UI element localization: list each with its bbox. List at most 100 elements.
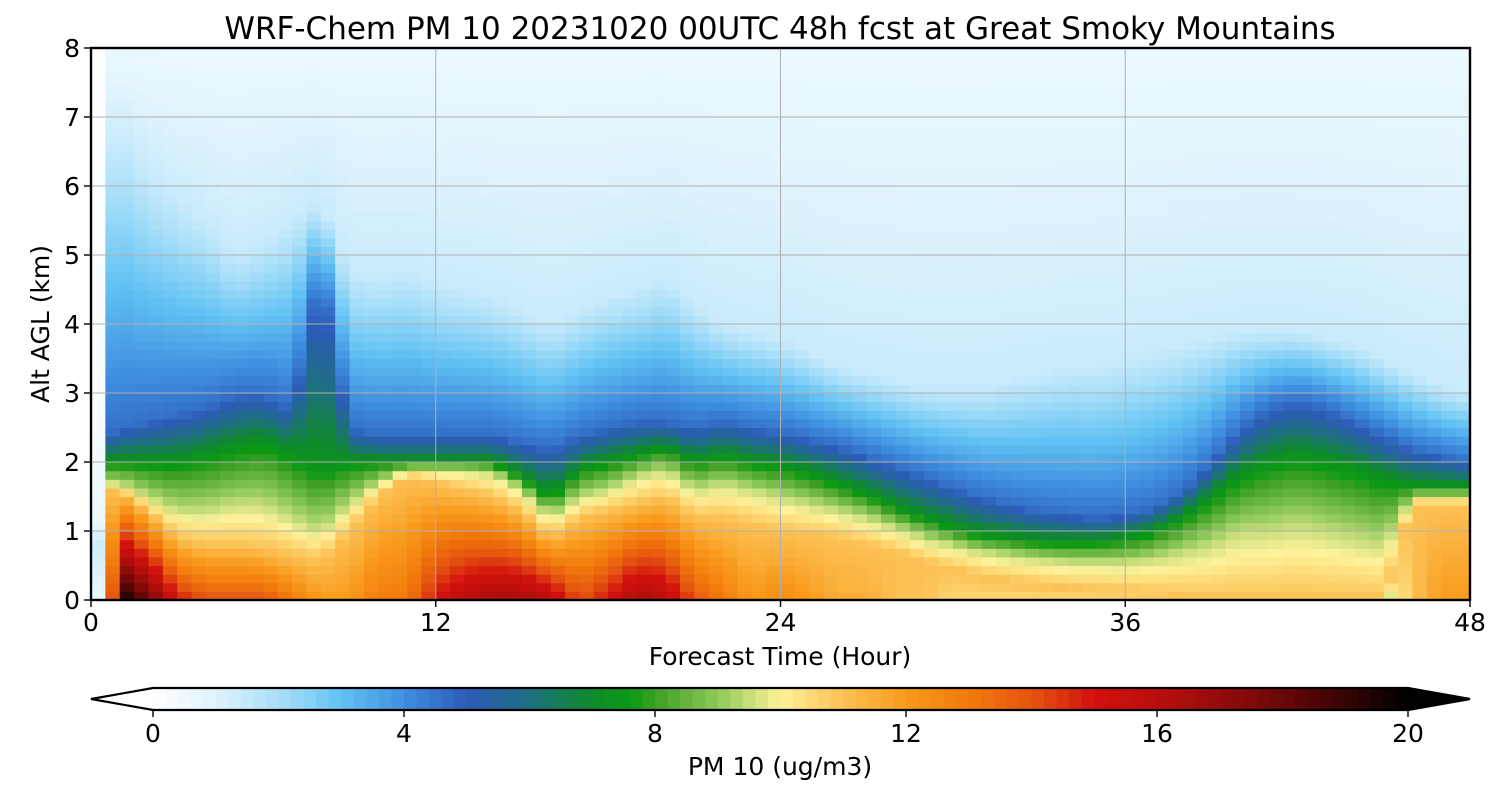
heatmap-cell xyxy=(177,117,193,127)
heatmap-cell xyxy=(119,134,135,144)
heatmap-cell xyxy=(967,298,983,308)
heatmap-cell xyxy=(378,574,394,584)
heatmap-cell xyxy=(292,99,308,109)
heatmap-cell xyxy=(1039,427,1055,437)
heatmap-cell xyxy=(378,496,394,506)
heatmap-cell xyxy=(651,453,667,463)
heatmap-cell xyxy=(679,565,695,575)
heatmap-cell xyxy=(852,410,868,420)
heatmap-cell xyxy=(708,177,724,187)
heatmap-cell xyxy=(191,548,207,558)
heatmap-cell xyxy=(91,462,106,472)
heatmap-cell xyxy=(1010,436,1026,446)
heatmap-cell xyxy=(1110,565,1126,575)
heatmap-cell xyxy=(565,513,580,523)
heatmap-cell xyxy=(636,125,652,135)
heatmap-cell xyxy=(91,65,106,75)
heatmap-cell xyxy=(407,358,422,368)
heatmap-cell xyxy=(852,349,868,360)
heatmap-cell xyxy=(565,453,580,463)
heatmap-cell xyxy=(579,367,595,377)
heatmap-cell xyxy=(708,548,724,558)
heatmap-cell xyxy=(723,565,738,575)
heatmap-cell xyxy=(1110,332,1126,342)
heatmap-cell xyxy=(1197,324,1213,334)
heatmap-cell xyxy=(1082,349,1098,360)
heatmap-cell xyxy=(249,134,264,144)
heatmap-cell xyxy=(1010,56,1026,66)
heatmap-cell xyxy=(723,496,738,506)
heatmap-cell xyxy=(1053,479,1069,489)
heatmap-cell xyxy=(320,65,336,75)
heatmap-cell xyxy=(1197,168,1213,178)
heatmap-cell xyxy=(1096,487,1112,498)
heatmap-cell xyxy=(881,125,897,135)
heatmap-cell xyxy=(952,160,968,170)
heatmap-cell xyxy=(191,401,207,411)
heatmap-cell xyxy=(249,453,264,463)
heatmap-cell xyxy=(191,324,207,334)
heatmap-cell xyxy=(191,168,207,178)
heatmap-cell xyxy=(277,263,293,273)
heatmap-cell xyxy=(335,56,351,66)
heatmap-cell xyxy=(636,505,652,515)
heatmap-cell xyxy=(421,48,437,58)
heatmap-cell xyxy=(521,513,537,523)
heatmap-cell xyxy=(766,177,782,187)
heatmap-cell xyxy=(694,574,710,584)
heatmap-cell xyxy=(177,565,193,575)
heatmap-cell xyxy=(909,513,925,523)
heatmap-cell xyxy=(1082,513,1098,523)
heatmap-cell xyxy=(1168,418,1184,429)
heatmap-cell xyxy=(363,108,379,118)
heatmap-cell xyxy=(205,436,221,446)
heatmap-cell xyxy=(277,73,293,84)
heatmap-cell xyxy=(737,306,753,316)
heatmap-cell xyxy=(91,237,106,247)
heatmap-cell xyxy=(708,393,724,403)
heatmap-cell xyxy=(565,505,580,515)
heatmap-cell xyxy=(105,186,121,196)
heatmap-cell xyxy=(708,358,724,368)
heatmap-cell xyxy=(220,349,236,360)
heatmap-cell xyxy=(1168,280,1184,291)
heatmap-cell xyxy=(363,453,379,463)
heatmap-cell xyxy=(335,280,351,291)
heatmap-cell xyxy=(1024,367,1040,377)
heatmap-cell xyxy=(866,453,882,463)
heatmap-cell xyxy=(1125,125,1141,135)
heatmap-cell xyxy=(521,565,537,575)
heatmap-cell xyxy=(421,531,437,541)
heatmap-cell xyxy=(780,237,796,247)
heatmap-cell xyxy=(852,91,868,101)
heatmap-cell xyxy=(148,151,164,161)
heatmap-cell xyxy=(1053,496,1069,506)
heatmap-cell xyxy=(1010,117,1026,127)
heatmap-cell xyxy=(1168,125,1184,135)
heatmap-cell xyxy=(550,462,566,472)
heatmap-cell xyxy=(981,263,997,273)
heatmap-cell xyxy=(665,427,681,437)
heatmap-cell xyxy=(277,194,293,204)
heatmap-cell xyxy=(665,496,681,506)
heatmap-cell xyxy=(234,548,250,558)
heatmap-cell xyxy=(320,125,336,135)
heatmap-cell xyxy=(895,65,911,75)
heatmap-cell xyxy=(651,375,667,385)
heatmap-cell xyxy=(1082,324,1098,334)
heatmap-cell xyxy=(995,349,1011,360)
heatmap-cell xyxy=(1082,522,1098,532)
heatmap-cell xyxy=(952,332,968,342)
heatmap-cell xyxy=(967,125,983,135)
heatmap-cell xyxy=(249,565,264,575)
heatmap-cell xyxy=(1082,177,1098,187)
heatmap-cell xyxy=(723,315,738,325)
heatmap-cell xyxy=(952,496,968,506)
heatmap-cell xyxy=(694,444,710,454)
heatmap-cell xyxy=(306,211,322,222)
heatmap-cell xyxy=(335,151,351,161)
heatmap-cell xyxy=(665,548,681,558)
heatmap-cell xyxy=(766,401,782,411)
heatmap-cell xyxy=(723,151,738,161)
heatmap-cell xyxy=(91,255,106,265)
